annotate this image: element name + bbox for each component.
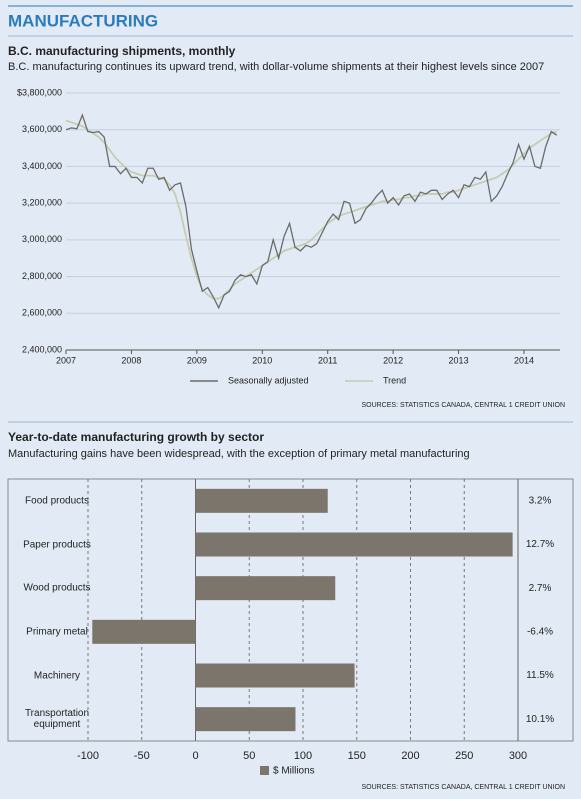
x-tick-label: 2010 [252, 355, 272, 365]
x-tick-label: 200 [401, 750, 419, 762]
page-title: MANUFACTURING [8, 11, 158, 30]
x-tick-label: 2009 [187, 355, 207, 365]
x-tick-label: 2008 [121, 355, 141, 365]
plot-area [66, 93, 560, 350]
x-tick-label: 2011 [318, 355, 337, 365]
bar [195, 663, 355, 688]
series-line [65, 113, 558, 310]
y-tick-label: Paper products [23, 539, 91, 550]
y-tick-label: Food products [25, 495, 89, 507]
y-tick-label: 3,600,000 [22, 124, 62, 134]
legend-label: Seasonally adjusted [228, 375, 309, 385]
legend-label: $ Millions [273, 766, 315, 777]
chart-title: Year-to-date manufacturing growth by sec… [8, 430, 264, 444]
x-tick-label: 300 [509, 750, 527, 762]
x-tick-label: 150 [348, 750, 366, 762]
chart-title: B.C. manufacturing shipments, monthly [8, 44, 236, 58]
plot-frame [7, 478, 574, 742]
x-tick-label: 250 [455, 750, 473, 762]
x-tick-label: 100 [294, 750, 312, 762]
growth-label: 12.7% [526, 539, 554, 550]
bar [195, 488, 328, 513]
growth-label: -6.4% [527, 626, 553, 637]
legend-swatch [260, 766, 269, 775]
source: SOURCES: STATISTICS CANADA, CENTRAL 1 CR… [361, 402, 565, 409]
bar [92, 619, 196, 644]
growth-label: 2.7% [529, 583, 552, 594]
bar [195, 576, 336, 601]
y-tick-label: 3,200,000 [22, 198, 62, 208]
growth-label: 10.1% [526, 714, 554, 725]
x-tick-label: 0 [192, 750, 198, 762]
source: SOURCES: STATISTICS CANADA, CENTRAL 1 CR… [361, 784, 565, 791]
y-tick-label: Primary metal [26, 626, 88, 638]
legend-label: Trend [383, 375, 406, 385]
growth-label: 11.5% [526, 670, 554, 681]
chart-subtitle: B.C. manufacturing continues its upward … [8, 61, 544, 73]
y-tick-label: $3,800,000 [17, 87, 62, 97]
y-tick-label: 2,800,000 [22, 271, 62, 281]
bar [195, 532, 513, 557]
x-tick-label: -100 [77, 750, 99, 762]
x-tick-label: 2014 [514, 355, 534, 365]
y-tick-label: 2,600,000 [22, 308, 62, 318]
y-tick-label: 3,400,000 [22, 161, 62, 171]
x-tick-label: 2013 [449, 355, 469, 365]
x-tick-label: -50 [134, 750, 150, 762]
y-tick-label: Machinery [33, 670, 81, 681]
x-tick-label: 50 [243, 750, 255, 762]
growth-label: 3.2% [529, 495, 552, 506]
x-tick-label: 2007 [56, 355, 76, 365]
y-tick-label: 2,400,000 [22, 344, 62, 354]
x-tick-label: 2012 [383, 355, 403, 365]
series-line [65, 119, 557, 300]
y-tick-label: 3,000,000 [22, 234, 62, 244]
y-tick-label: Transportation equipment [24, 708, 90, 731]
bar [195, 707, 296, 732]
chart-subtitle: Manufacturing gains have been widespread… [8, 448, 470, 460]
y-tick-label: Wood products [23, 582, 91, 594]
